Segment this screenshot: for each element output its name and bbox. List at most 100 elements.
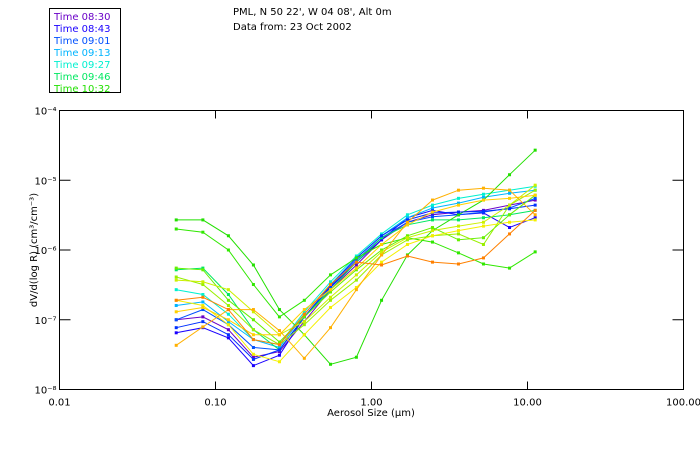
data-point [533,196,537,200]
data-point [201,325,205,329]
legend-entry: Time 09:13 [53,48,110,59]
data-point [533,250,537,254]
data-point [405,216,409,220]
legend-entry: Time 09:27 [53,60,110,71]
data-point [174,331,178,335]
data-point [533,218,537,222]
data-point [533,193,537,197]
data-point [508,188,512,192]
x-tick-label: 10.00 [513,398,542,409]
data-point [302,333,306,337]
data-point [251,318,255,322]
data-point [354,266,358,270]
data-point [226,312,230,316]
data-point [302,312,306,316]
data-point [430,215,434,219]
data-point [277,315,281,319]
data-point [533,216,537,220]
data-point [405,238,409,242]
data-point [533,203,537,207]
legend-entry: Time 09:01 [53,36,110,47]
series-unlabeled-15 [174,208,537,347]
data-point [481,220,485,224]
data-point [201,308,205,312]
y-tick-label: 10⁻⁸ [34,386,56,397]
data-point [251,364,255,368]
legend-entry: Time 08:43 [53,24,110,35]
data-point [481,192,485,196]
data-point [174,278,178,282]
data-point [201,304,205,308]
data-point [481,224,485,228]
data-point [533,208,537,212]
data-point [380,242,384,246]
data-point [174,343,178,347]
data-point [277,340,281,344]
data-point [508,220,512,224]
data-point [174,310,178,314]
series-line [175,187,536,360]
data-point [329,283,333,287]
data-point [251,357,255,361]
data-point [380,250,384,254]
data-point [481,216,485,220]
data-point [226,293,230,297]
data-point [226,333,230,337]
data-point [481,256,485,260]
chart-subtitle: Data from: 23 Oct 2002 [233,22,352,33]
data-point [174,304,178,308]
data-point [226,320,230,324]
data-point [354,254,358,258]
series-line [176,210,536,346]
data-point [201,315,205,319]
data-point [226,336,230,340]
data-point [380,248,384,252]
data-point [533,188,537,192]
data-point [302,298,306,302]
data-point [456,229,460,233]
data-point [174,318,178,322]
data-point [508,173,512,177]
y-tick-label: 10⁻⁴ [34,107,56,118]
data-point [456,232,460,236]
data-point [481,209,485,213]
data-point [277,308,281,312]
data-point [277,333,281,337]
data-point [302,356,306,360]
data-point [430,206,434,210]
series-unlabeled-11 [174,183,537,337]
y-tick-label: 10⁻⁷ [34,316,56,327]
data-point [226,248,230,252]
data-point [508,207,512,211]
chart-title: PML, N 50 22', W 04 08', Alt 0m [233,7,392,18]
data-point [354,278,358,282]
data-point [430,229,434,233]
data-point [380,236,384,240]
data-point [251,352,255,356]
data-point [405,236,409,240]
data-point [430,198,434,202]
data-point [201,295,205,299]
data-point [533,198,537,202]
data-point [251,338,255,342]
data-point [430,226,434,230]
data-point [201,293,205,297]
data-point [201,230,205,234]
data-point [277,348,281,352]
data-point [380,260,384,264]
data-point [329,295,333,299]
data-point [533,183,537,187]
data-point [251,308,255,312]
data-point [302,308,306,312]
data-point [174,266,178,270]
x-tick-label: 1.00 [360,398,382,409]
data-point [174,288,178,292]
data-point [456,238,460,242]
data-point [302,323,306,327]
data-point [405,234,409,238]
series-unlabeled-12 [174,218,537,364]
data-point [226,304,230,308]
data-point [201,320,205,324]
